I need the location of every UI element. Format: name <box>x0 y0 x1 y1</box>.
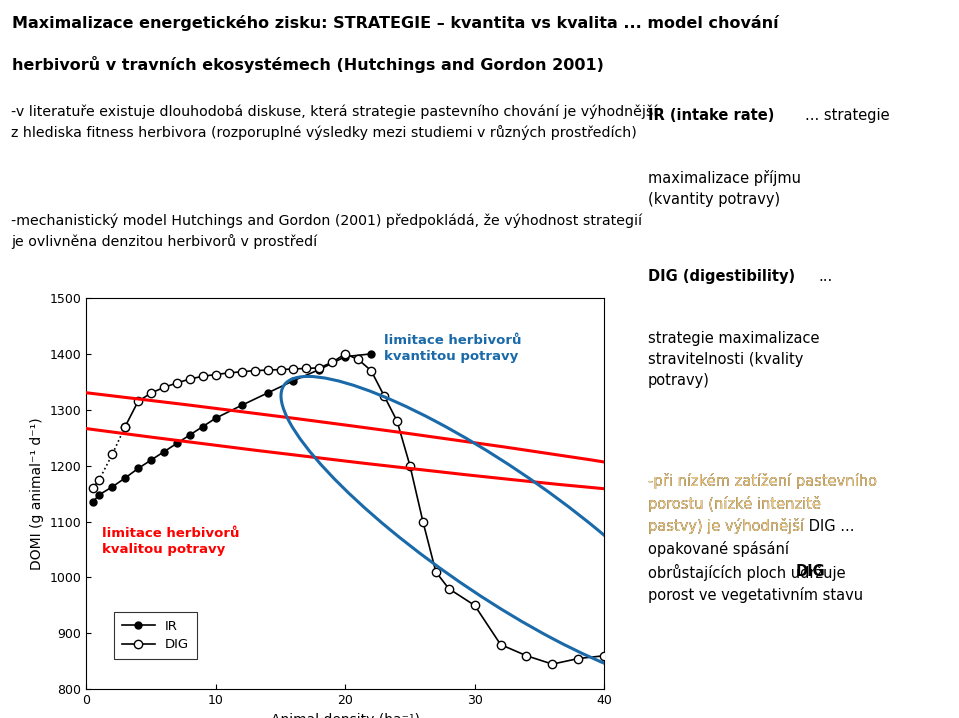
Text: -při nízkém zatížení pastevního
porostu (nízké intenzitě
pastvy) je výhodnější D: -při nízkém zatížení pastevního porostu … <box>648 473 877 603</box>
Text: -při nízkém zatížení pastevního
porostu (nízké intenzitě
pastvy) je výhodnější: -při nízkém zatížení pastevního porostu … <box>648 473 877 534</box>
Text: Maximalizace energetického zisku: STRATEGIE – kvantita vs kvalita ... model chov: Maximalizace energetického zisku: STRATE… <box>12 14 778 31</box>
Y-axis label: DOMI (g animal⁻¹ d⁻¹): DOMI (g animal⁻¹ d⁻¹) <box>30 417 44 570</box>
Text: -mechanistický model Hutchings and Gordon (2001) předpokládá, že výhodnost strat: -mechanistický model Hutchings and Gordo… <box>12 213 643 249</box>
Text: DIG (digestibility): DIG (digestibility) <box>648 269 795 284</box>
Text: DIG: DIG <box>795 564 825 579</box>
Text: -v literatuře existuje dlouhodobá diskuse, která strategie pastevního chování je: -v literatuře existuje dlouhodobá diskus… <box>12 105 658 141</box>
Text: ...: ... <box>818 269 832 284</box>
Text: limitace herbivorů
kvalitou potravy: limitace herbivorů kvalitou potravy <box>102 527 240 556</box>
Text: maximalizace příjmu
(kvantity potravy): maximalizace příjmu (kvantity potravy) <box>648 170 801 208</box>
Text: IR (intake rate): IR (intake rate) <box>648 108 774 123</box>
Legend: IR, DIG: IR, DIG <box>113 612 198 659</box>
Text: strategie maximalizace
stravitelnosti (kvality
potravy): strategie maximalizace stravitelnosti (k… <box>648 331 820 388</box>
Text: herbivorů v travních ekosystémech (Hutchings and Gordon 2001): herbivorů v travních ekosystémech (Hutch… <box>12 56 603 73</box>
Text: ... strategie: ... strategie <box>806 108 890 123</box>
Text: limitace herbivorů
kvantitou potravy: limitace herbivorů kvantitou potravy <box>384 335 522 363</box>
X-axis label: Animal density (ha⁻¹): Animal density (ha⁻¹) <box>270 713 420 718</box>
